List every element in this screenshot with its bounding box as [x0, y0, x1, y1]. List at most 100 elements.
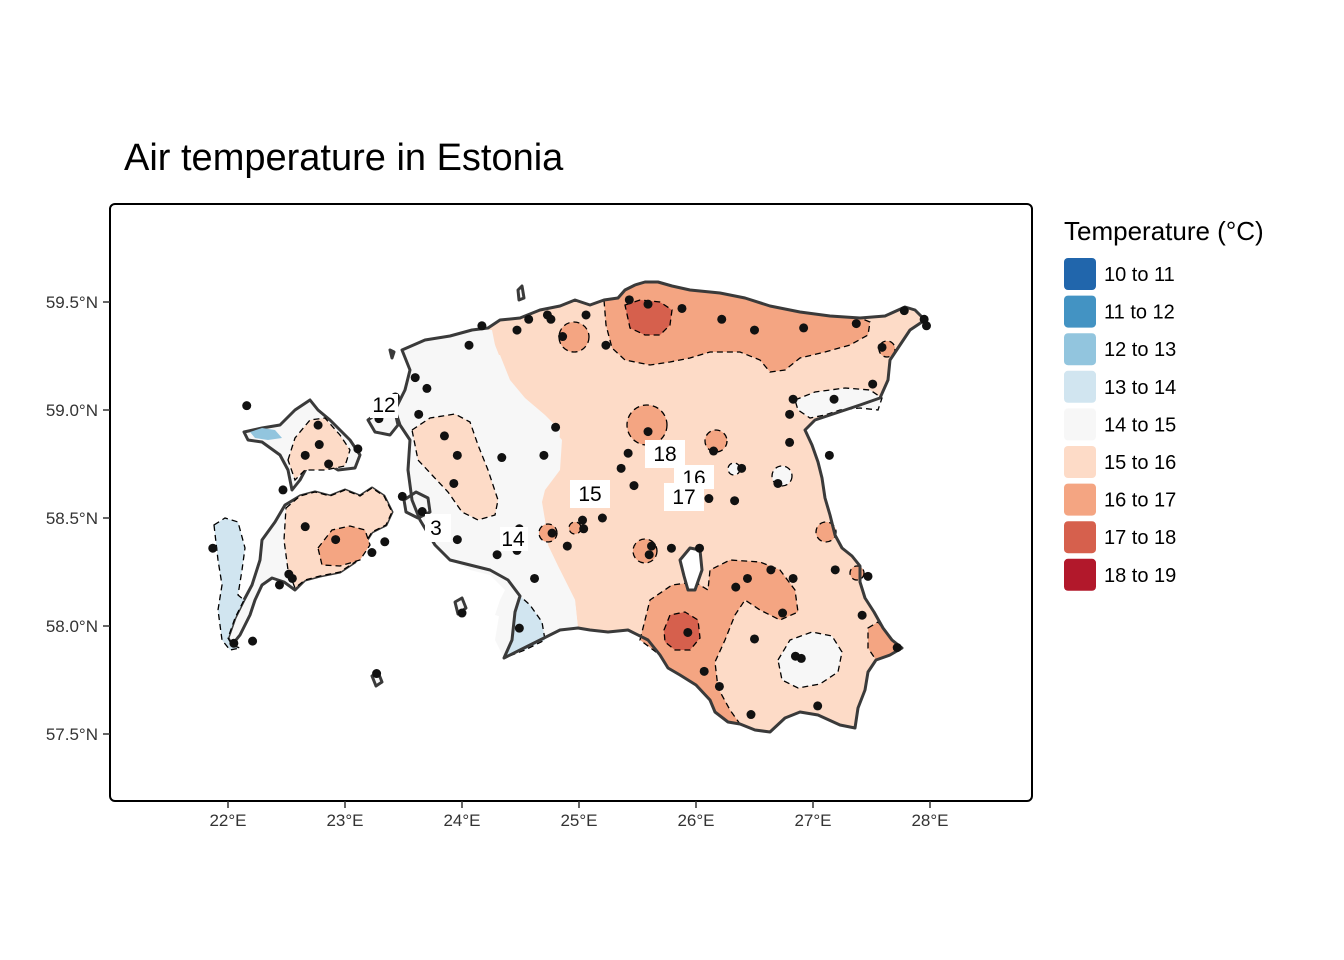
y-tick-label: 59.5°N — [46, 293, 98, 312]
station-point — [452, 450, 462, 460]
station-point — [229, 638, 239, 648]
y-tick-label: 57.5°N — [46, 725, 98, 744]
station-point — [877, 342, 887, 352]
station-point — [331, 535, 341, 545]
station-point — [717, 314, 727, 324]
y-tick-label: 59.0°N — [46, 401, 98, 420]
station-point — [248, 636, 258, 646]
station-point — [813, 701, 823, 711]
station-point — [512, 325, 522, 335]
station-point — [497, 453, 507, 463]
west-warm-zone — [411, 413, 499, 521]
legend-title: Temperature (°C) — [1064, 216, 1264, 246]
saaremaa-hot-zone — [317, 525, 371, 567]
station-point — [477, 321, 487, 331]
station-point — [616, 463, 626, 473]
contour-label: 18 — [653, 443, 676, 466]
station-point — [750, 325, 759, 335]
legend-label: 17 to 18 — [1104, 527, 1176, 549]
station-point — [785, 437, 795, 447]
station-point — [542, 310, 552, 320]
y-tick-label: 58.5°N — [46, 509, 98, 528]
station-point — [514, 623, 524, 633]
station-point — [278, 485, 288, 495]
legend-swatch — [1064, 258, 1096, 290]
station-point — [624, 295, 634, 305]
legend-swatch — [1064, 408, 1096, 441]
station-point — [851, 319, 861, 329]
contour-labels: 18 16 17 15 3 12 14 — [370, 394, 714, 551]
contour-label: 14 — [501, 528, 525, 551]
station-point — [677, 303, 687, 313]
warm-spot — [558, 321, 590, 353]
station-point — [397, 491, 407, 501]
x-tick-label: 26°E — [677, 811, 714, 830]
station-point — [857, 610, 867, 620]
legend-swatch — [1064, 521, 1096, 554]
station-point — [746, 710, 756, 720]
station-point — [830, 565, 840, 575]
station-point — [578, 515, 588, 525]
chart-title: Air temperature in Estonia — [124, 137, 564, 179]
station-point — [274, 580, 284, 590]
station-point — [380, 537, 390, 547]
station-point — [300, 450, 310, 460]
saaremaa-sw-cool — [213, 517, 246, 651]
legend-label: 10 to 11 — [1104, 264, 1175, 286]
station-point — [644, 550, 654, 560]
station-point — [731, 582, 741, 592]
station-point — [773, 478, 783, 488]
station-point — [539, 450, 549, 460]
station-point — [699, 666, 709, 676]
contour-label: 12 — [372, 394, 395, 417]
station-point — [647, 541, 657, 551]
station-point — [709, 446, 719, 456]
station-point — [551, 422, 561, 432]
station-point — [737, 463, 747, 473]
legend-label: 11 to 12 — [1104, 302, 1175, 324]
x-axis: 22°E 23°E 24°E 25°E 26°E 27°E 28°E — [209, 801, 949, 830]
station-point — [581, 310, 591, 320]
legend-label: 15 to 16 — [1104, 452, 1176, 474]
nw-islet — [388, 348, 396, 360]
station-point — [314, 440, 324, 450]
legend-swatch — [1064, 370, 1096, 403]
station-point — [417, 507, 427, 517]
station-point — [766, 565, 776, 575]
station-point — [324, 459, 334, 469]
station-point — [601, 340, 611, 350]
station-point — [547, 528, 557, 538]
x-tick-label: 27°E — [794, 811, 831, 830]
hiiumaa-cool-tip — [250, 428, 282, 440]
station-point — [921, 321, 931, 331]
station-point — [208, 543, 218, 553]
station-point — [750, 634, 759, 644]
station-point — [829, 394, 839, 404]
station-point — [868, 379, 878, 389]
station-point — [579, 524, 589, 534]
y-axis: 59.5°N 59.0°N 58.5°N 58.0°N 57.5°N — [46, 293, 110, 744]
station-point — [313, 420, 323, 430]
station-point — [666, 543, 676, 553]
station-point — [414, 409, 424, 419]
x-tick-label: 28°E — [911, 811, 948, 830]
x-tick-label: 22°E — [209, 811, 246, 830]
station-point — [824, 450, 834, 460]
station-point — [796, 653, 806, 663]
lake-vortsjarv — [678, 546, 704, 592]
station-point — [284, 569, 294, 579]
station-point — [742, 573, 752, 583]
station-point — [410, 373, 420, 383]
southeast-hot-spot — [663, 611, 701, 651]
contour-label: 15 — [578, 483, 601, 506]
station-point — [785, 409, 795, 419]
station-point — [597, 513, 607, 523]
legend: Temperature (°C) 10 to 11 11 to 12 12 to 1… — [1064, 216, 1264, 591]
station-point — [863, 571, 873, 581]
southeast-cool-zone — [777, 631, 843, 689]
legend-label: 13 to 14 — [1104, 377, 1176, 399]
station-point — [899, 306, 909, 316]
station-point — [730, 496, 740, 506]
legend-swatch — [1064, 446, 1096, 478]
